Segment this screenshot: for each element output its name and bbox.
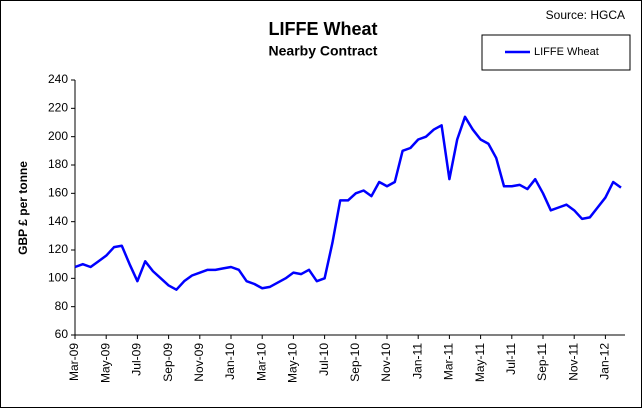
x-tick-label: May-09 bbox=[98, 343, 112, 383]
x-tick-label: Nov-10 bbox=[379, 343, 393, 382]
y-axis-label: GBP £ per tonne bbox=[16, 161, 30, 255]
chart-title: LIFFE Wheat bbox=[269, 19, 378, 39]
x-tick-label: Sep-09 bbox=[161, 343, 175, 382]
data-line bbox=[74, 115, 622, 291]
source-note: Source: HGCA bbox=[546, 8, 625, 22]
x-tick-label: Sep-11 bbox=[535, 343, 549, 381]
y-tick-label: 80 bbox=[55, 299, 69, 313]
y-tick-label: 200 bbox=[48, 129, 68, 143]
x-tick-label: Jan-11 bbox=[410, 343, 424, 379]
y-tick-label: 220 bbox=[48, 101, 68, 115]
x-tick-label: Jan-12 bbox=[598, 343, 612, 380]
y-tick-label: 100 bbox=[48, 271, 68, 285]
x-tick-label: Jul-10 bbox=[317, 343, 331, 376]
y-tick-label: 140 bbox=[48, 214, 68, 228]
x-tick-label: Jul-11 bbox=[504, 343, 518, 375]
x-tick-label: May-11 bbox=[473, 343, 487, 382]
y-tick-label: 120 bbox=[48, 242, 68, 256]
x-tick-label: Mar-09 bbox=[67, 343, 81, 381]
chart-subtitle: Nearby Contract bbox=[269, 43, 378, 59]
x-tick-label: Sep-10 bbox=[348, 343, 362, 382]
y-tick-label: 60 bbox=[55, 327, 69, 341]
x-tick-label: May-10 bbox=[286, 343, 300, 383]
x-tick-label: Nov-09 bbox=[192, 343, 206, 382]
y-tick-label: 160 bbox=[48, 186, 68, 200]
x-tick-label: Jan-10 bbox=[223, 343, 237, 380]
y-tick-label: 180 bbox=[48, 157, 68, 171]
x-tick-label: Nov-11 bbox=[566, 343, 580, 381]
x-tick-label: Mar-10 bbox=[254, 343, 268, 381]
y-tick-label: 240 bbox=[48, 72, 68, 86]
x-tick-label: Jul-09 bbox=[130, 343, 144, 376]
x-tick-label: Mar-11 bbox=[442, 343, 456, 380]
legend-label: LIFFE Wheat bbox=[534, 46, 599, 58]
